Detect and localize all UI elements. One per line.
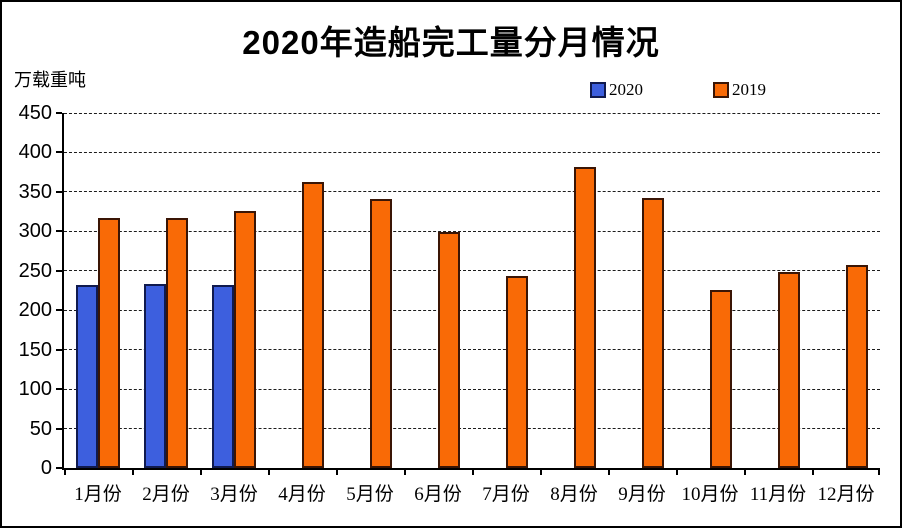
bar-2019-5月份 [370, 199, 392, 468]
y-tick-label-0: 0 [40, 457, 52, 479]
gridline-150 [64, 349, 880, 351]
gridline-300 [64, 230, 880, 232]
plot-area [56, 112, 880, 475]
y-axis-tick [56, 190, 62, 193]
bar-2019-2月份 [166, 218, 188, 468]
y-axis-tick [56, 151, 62, 154]
bar-2019-1月份 [98, 218, 120, 468]
bar-2020-2月份 [144, 284, 166, 468]
y-tick-label-100: 100 [18, 378, 52, 401]
y-axis-tick [56, 388, 62, 391]
x-axis-tick [744, 470, 746, 475]
y-tick-label-200: 200 [18, 299, 52, 322]
x-axis-tick [404, 470, 406, 475]
y-tick-label-50: 50 [29, 417, 52, 440]
y-tick-label-300: 300 [18, 220, 52, 243]
x-category-label-3月份: 3月份 [210, 484, 258, 505]
chart-title: 2020年造船完工量分月情况 [242, 24, 660, 61]
legend-item-2019: 2019 [713, 80, 766, 99]
x-category-label-4月份: 4月份 [278, 484, 326, 505]
bar-2019-7月份 [506, 276, 528, 468]
y-axis-tick [56, 467, 62, 469]
x-category-label-12月份: 12月份 [817, 484, 875, 505]
gridline-350 [64, 191, 880, 193]
x-axis-tick [878, 470, 880, 475]
x-axis-tick [200, 470, 202, 475]
bar-2019-8月份 [574, 167, 596, 468]
y-axis-tick [56, 230, 62, 233]
x-category-label-2月份: 2月份 [142, 484, 190, 505]
x-axis-tick [812, 470, 814, 475]
bar-2020-3月份 [212, 285, 234, 468]
bar-2019-10月份 [710, 290, 732, 468]
y-axis-tick [56, 112, 62, 114]
x-axis-tick [268, 470, 270, 475]
x-category-label-11月份: 11月份 [749, 484, 807, 505]
x-axis-tick [132, 470, 134, 475]
bar-2019-11月份 [778, 272, 800, 468]
x-axis-tick [472, 470, 474, 475]
x-category-label-6月份: 6月份 [414, 484, 462, 505]
y-tick-label-250: 250 [18, 259, 52, 282]
gridline-50 [64, 428, 880, 430]
y-axis-tick [56, 309, 62, 312]
legend-item-2020: 2020 [590, 80, 643, 99]
bar-2020-1月份 [76, 285, 98, 468]
bar-2019-3月份 [234, 211, 256, 468]
gridline-200 [64, 309, 880, 311]
x-category-label-5月份: 5月份 [346, 484, 394, 505]
legend-swatch-2020 [590, 82, 606, 98]
y-axis-tick [56, 348, 62, 351]
bar-2019-4月份 [302, 182, 324, 468]
y-axis-tick [56, 427, 62, 430]
gridline-250 [64, 270, 880, 272]
gridline-100 [64, 388, 880, 390]
x-axis-tick [336, 470, 338, 475]
x-category-label-7月份: 7月份 [482, 484, 530, 505]
y-axis-unit-label: 万载重吨 [14, 70, 86, 90]
y-axis-tick [56, 269, 62, 272]
x-axis-tick [64, 470, 66, 475]
bar-2019-6月份 [438, 232, 460, 468]
x-category-label-8月份: 8月份 [550, 484, 598, 505]
legend-label-2019: 2019 [732, 80, 766, 99]
x-category-label-10月份: 10月份 [681, 484, 739, 505]
y-tick-label-350: 350 [18, 180, 52, 203]
x-axis-tick [676, 470, 678, 475]
legend-swatch-2019 [713, 82, 729, 98]
legend-label-2020: 2020 [609, 80, 643, 99]
gridline-450 [64, 112, 880, 114]
bar-2019-12月份 [846, 265, 868, 468]
gridline-400 [64, 151, 880, 153]
x-category-label-1月份: 1月份 [74, 484, 122, 505]
y-tick-label-400: 400 [18, 141, 52, 164]
x-axis-tick [540, 470, 542, 475]
x-axis-tick [608, 470, 610, 475]
y-tick-label-150: 150 [18, 338, 52, 361]
legend: 2020 2019 [590, 80, 766, 99]
x-category-label-9月份: 9月份 [618, 484, 666, 505]
bar-2019-9月份 [642, 198, 664, 468]
y-tick-label-450: 450 [18, 102, 52, 124]
